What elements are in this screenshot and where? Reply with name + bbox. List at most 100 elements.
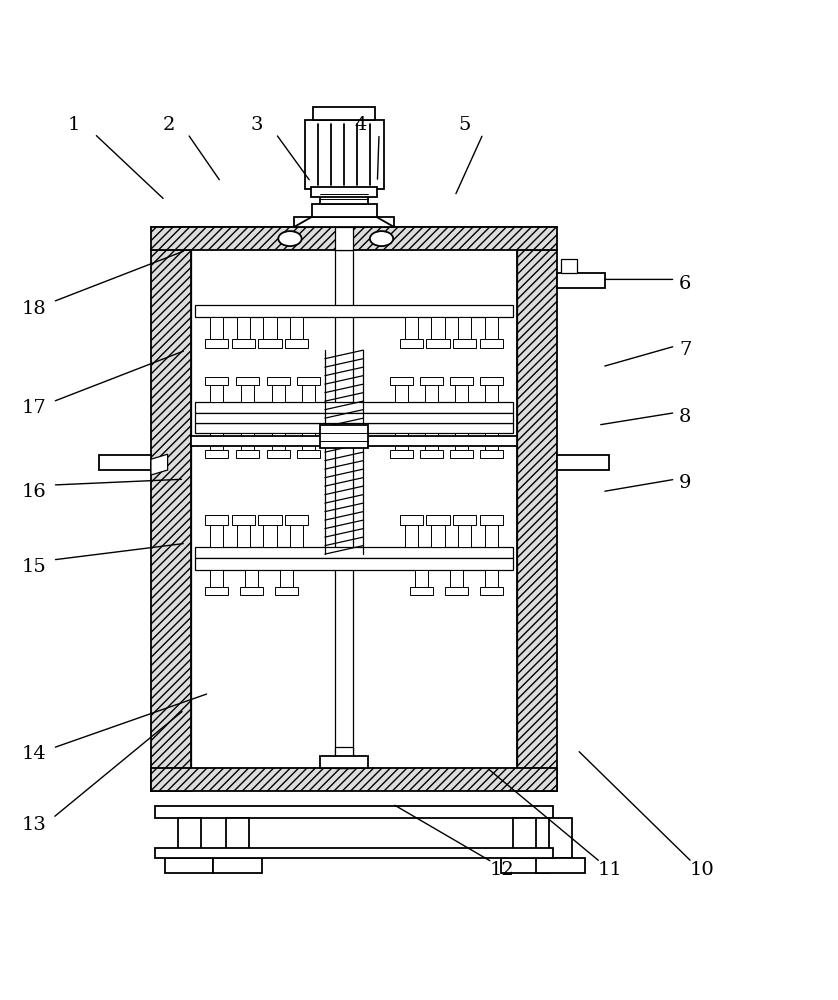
Bar [480, 450, 503, 458]
Text: 14: 14 [22, 745, 47, 763]
Bar [195, 423, 513, 433]
Bar [453, 515, 477, 525]
Bar [231, 515, 255, 525]
Bar [241, 433, 254, 458]
Bar [165, 858, 214, 873]
Bar [445, 587, 468, 595]
Bar [240, 587, 263, 595]
Text: 3: 3 [251, 116, 263, 134]
Bar [178, 818, 201, 858]
Bar [536, 858, 585, 873]
Bar [455, 377, 468, 402]
Bar [450, 377, 473, 385]
Bar [235, 450, 259, 458]
Bar [272, 433, 285, 458]
Bar [480, 377, 503, 385]
Bar [484, 377, 498, 402]
Bar [285, 339, 308, 348]
Bar [458, 515, 472, 547]
Bar [453, 339, 477, 348]
Bar [226, 818, 249, 858]
Bar [549, 818, 572, 858]
Bar [311, 187, 377, 197]
Bar [320, 189, 368, 204]
Bar [557, 455, 608, 470]
Bar [455, 433, 468, 458]
Bar [395, 377, 408, 402]
Text: 16: 16 [22, 483, 47, 501]
Bar [294, 217, 394, 227]
Bar [205, 515, 229, 525]
Bar [210, 317, 224, 348]
Bar [432, 515, 445, 547]
Bar [480, 515, 503, 525]
Text: 13: 13 [22, 816, 47, 834]
Bar [561, 259, 577, 273]
Bar [235, 377, 259, 385]
Text: 10: 10 [690, 861, 715, 879]
Bar [557, 273, 606, 288]
Bar [195, 402, 513, 413]
Bar [275, 587, 298, 595]
Bar [205, 377, 229, 385]
Bar [155, 806, 553, 818]
Bar [425, 377, 438, 402]
Bar [313, 107, 375, 120]
Bar [484, 570, 498, 595]
Bar [290, 317, 303, 348]
Polygon shape [151, 454, 168, 475]
Bar [266, 377, 290, 385]
Bar [513, 818, 536, 858]
Text: 6: 6 [679, 275, 691, 293]
Bar [191, 436, 517, 446]
Bar [425, 433, 438, 458]
Bar [458, 317, 472, 348]
Bar [395, 433, 408, 458]
Bar [320, 425, 368, 448]
Bar [480, 339, 503, 348]
Bar [420, 450, 443, 458]
Bar [195, 558, 513, 570]
Bar [297, 450, 320, 458]
Bar [231, 339, 255, 348]
Bar [450, 450, 473, 458]
Ellipse shape [278, 231, 302, 246]
Bar [390, 377, 413, 385]
Bar [480, 587, 503, 595]
Bar [320, 756, 368, 768]
Bar [195, 547, 513, 558]
Bar [205, 587, 229, 595]
Bar [302, 377, 315, 402]
Bar [290, 515, 303, 547]
Bar [205, 450, 229, 458]
Bar [335, 250, 354, 768]
Bar [302, 433, 315, 458]
Bar [405, 317, 418, 348]
Bar [405, 515, 418, 547]
Bar [390, 450, 413, 458]
Bar [450, 570, 463, 595]
Bar [155, 848, 553, 858]
Bar [280, 570, 293, 595]
Text: 5: 5 [458, 116, 471, 134]
Bar [210, 433, 224, 458]
Bar [335, 747, 354, 768]
Text: 15: 15 [22, 558, 47, 576]
Bar [484, 317, 498, 348]
Text: 9: 9 [679, 474, 691, 492]
Bar [335, 227, 354, 250]
Bar [195, 413, 513, 423]
Bar [210, 377, 224, 402]
Bar [205, 339, 229, 348]
Bar [297, 377, 320, 385]
Bar [263, 515, 277, 547]
Bar [263, 317, 277, 348]
Bar [484, 515, 498, 547]
Bar [236, 317, 250, 348]
Text: 8: 8 [679, 408, 691, 426]
Bar [500, 858, 549, 873]
Text: 7: 7 [679, 341, 691, 359]
Text: 1: 1 [67, 116, 80, 134]
Text: 17: 17 [22, 399, 47, 417]
Bar [151, 227, 557, 250]
